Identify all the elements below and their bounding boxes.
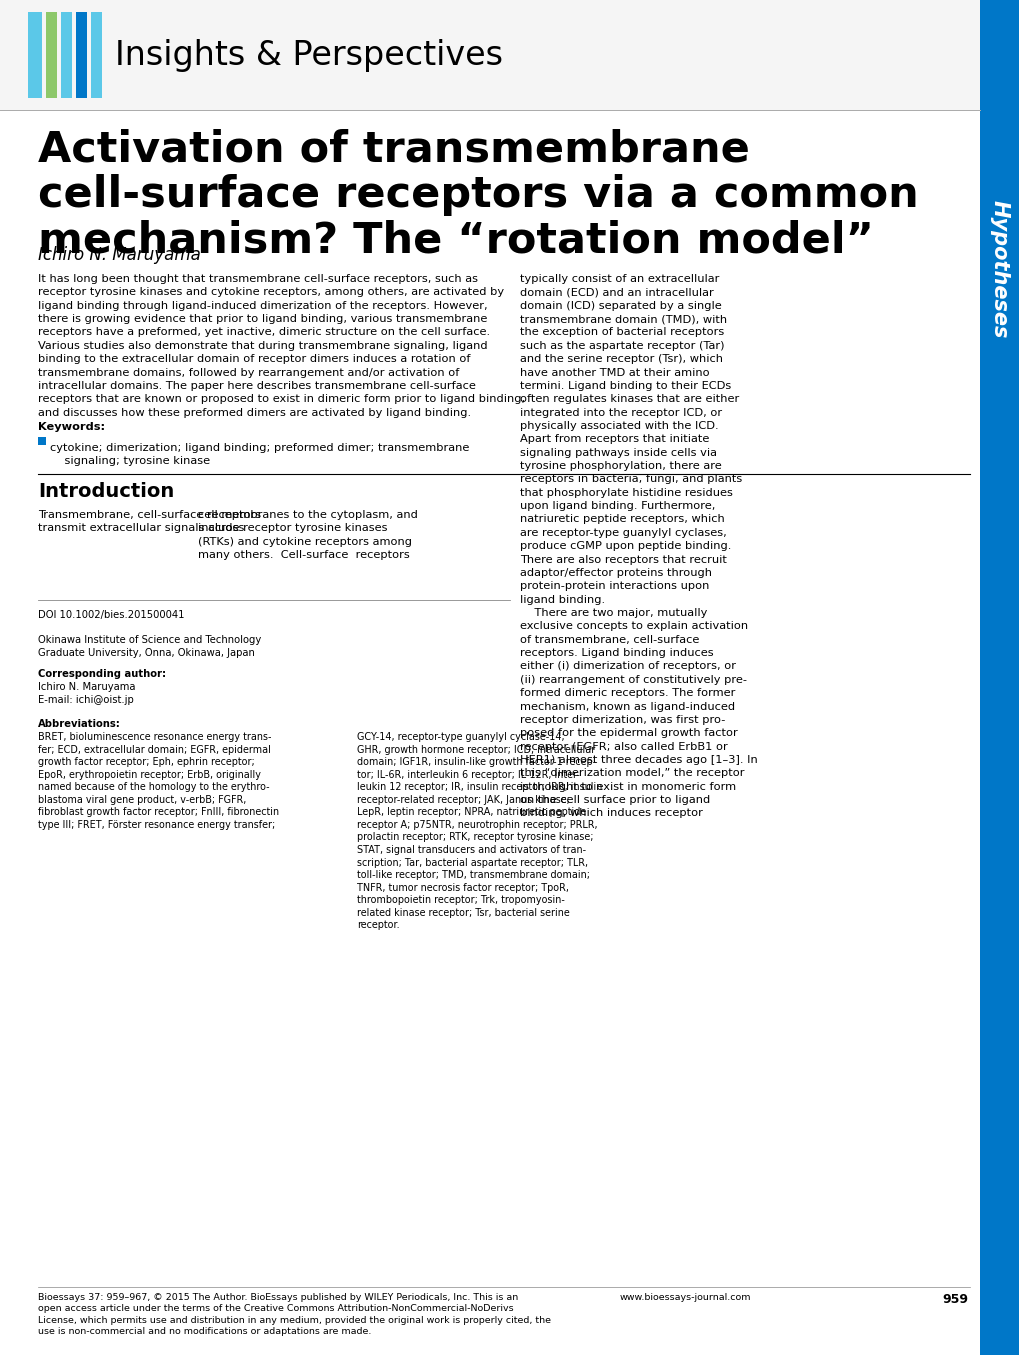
- Bar: [38, 438, 46, 444]
- Text: Transmembrane, cell-surface receptors
transmit extracellular signals across: Transmembrane, cell-surface receptors tr…: [38, 509, 261, 534]
- Text: Bioessays 37: 959–967, © 2015 The Author. BioEssays published by WILEY Periodica: Bioessays 37: 959–967, © 2015 The Author…: [38, 1293, 550, 1336]
- Text: Keywords:: Keywords:: [38, 421, 105, 432]
- Text: It has long been thought that transmembrane cell-surface receptors, such as
rece: It has long been thought that transmembr…: [38, 274, 525, 417]
- Bar: [46, 12, 57, 98]
- Text: Hypotheses: Hypotheses: [989, 201, 1009, 339]
- Bar: [91, 12, 102, 98]
- Text: GCY-14, receptor-type guanylyl cyclase-14;
GHR, growth hormone receptor; ICD, in: GCY-14, receptor-type guanylyl cyclase-1…: [357, 732, 602, 931]
- Text: Ichiro N. Maruyama: Ichiro N. Maruyama: [38, 247, 201, 264]
- Bar: [28, 12, 42, 98]
- Text: Activation of transmembrane
cell-surface receptors via a common
mechanism? The “: Activation of transmembrane cell-surface…: [38, 127, 918, 262]
- Text: Okinawa Institute of Science and Technology
Graduate University, Onna, Okinawa, : Okinawa Institute of Science and Technol…: [38, 635, 261, 657]
- Bar: [979, 0, 1019, 1355]
- Text: Abbreviations:: Abbreviations:: [38, 720, 121, 729]
- Text: www.bioessays-journal.com: www.bioessays-journal.com: [620, 1293, 751, 1302]
- Text: typically consist of an extracellular
domain (ECD) and an intracellular
domain (: typically consist of an extracellular do…: [520, 274, 757, 818]
- Text: 959: 959: [942, 1293, 967, 1306]
- Bar: [61, 12, 72, 98]
- Bar: [76, 12, 87, 98]
- Text: DOI 10.1002/bies.201500041: DOI 10.1002/bies.201500041: [38, 610, 184, 621]
- Text: Ichiro N. Maruyama
E-mail: ichi@oist.jp: Ichiro N. Maruyama E-mail: ichi@oist.jp: [38, 682, 136, 705]
- Text: Corresponding author:: Corresponding author:: [38, 669, 166, 679]
- Text: BRET, bioluminescence resonance energy trans-
fer; ECD, extracellular domain; EG: BRET, bioluminescence resonance energy t…: [38, 732, 279, 829]
- Bar: [0, 0, 979, 110]
- Text: cell membranes to the cytoplasm, and
include receptor tyrosine kinases
(RTKs) an: cell membranes to the cytoplasm, and inc…: [198, 509, 418, 560]
- Text: Introduction: Introduction: [38, 482, 174, 501]
- Text: cytokine; dimerization; ligand binding; preformed dimer; transmembrane
    signa: cytokine; dimerization; ligand binding; …: [50, 443, 469, 466]
- Text: Insights & Perspectives: Insights & Perspectives: [115, 38, 502, 72]
